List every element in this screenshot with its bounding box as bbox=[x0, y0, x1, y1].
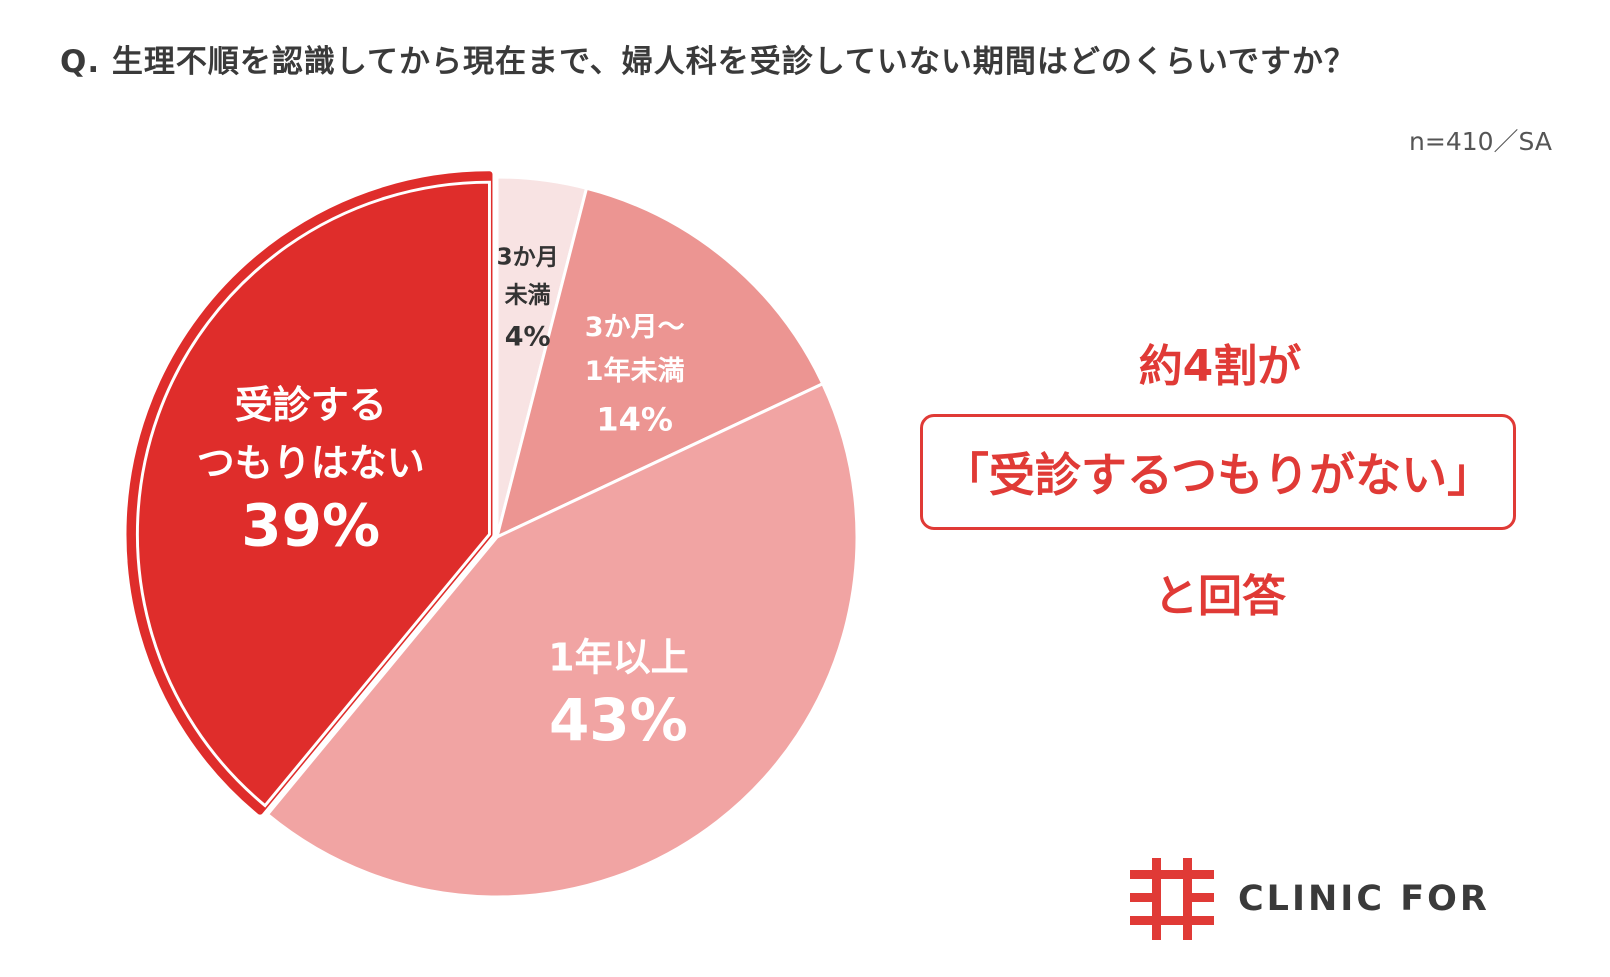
slice-label-1-line-2: 未満 bbox=[505, 282, 551, 308]
question-title: Q. 生理不順を認識してから現在まで、婦人科を受診していない期間はどのくらいです… bbox=[60, 44, 1356, 80]
slice-label-3-line-1: 1年以上 bbox=[548, 636, 688, 680]
slice-value-4: 39% bbox=[241, 492, 380, 560]
slice-value-2: 14% bbox=[596, 400, 673, 438]
clinic-cross-icon bbox=[1130, 858, 1214, 940]
callout-headline: 約4割が bbox=[1138, 341, 1302, 392]
slice-label-4-line-2: つもりはない bbox=[197, 441, 425, 485]
slice-label-4-line-1: 受診する bbox=[235, 383, 387, 427]
pie-slice-2 bbox=[494, 186, 825, 540]
slice-value-1: 4% bbox=[505, 322, 551, 353]
pie-slice-highlight bbox=[126, 171, 493, 815]
pie-slice-4 bbox=[135, 180, 491, 808]
logo-bar-3 bbox=[1152, 858, 1161, 940]
logo-bar-2 bbox=[1130, 916, 1214, 925]
slice-label-1-line-1: 3か月 bbox=[497, 244, 559, 270]
slice-label-2-line-1: 3か月～ bbox=[585, 312, 685, 343]
slice-label-2-line-2: 1年未満 bbox=[585, 355, 685, 387]
slice-value-3: 43% bbox=[549, 686, 688, 754]
callout-box: 「受診するつもりがない」 bbox=[920, 414, 1516, 530]
sample-size-label: n=410／SA bbox=[1409, 127, 1552, 156]
clinic-for-logo: CLINIC FOR bbox=[1130, 858, 1490, 940]
logo-bar-6 bbox=[1192, 893, 1214, 902]
logo-text: CLINIC FOR bbox=[1238, 879, 1490, 919]
logo-bar-1 bbox=[1130, 870, 1214, 879]
callout-footer: と回答 bbox=[1154, 571, 1286, 622]
callout-box-text: 「受診するつもりがない」 bbox=[942, 448, 1494, 502]
logo-bar-5 bbox=[1130, 893, 1152, 902]
logo-bar-4 bbox=[1183, 858, 1192, 940]
pie-slice-3 bbox=[265, 381, 859, 899]
